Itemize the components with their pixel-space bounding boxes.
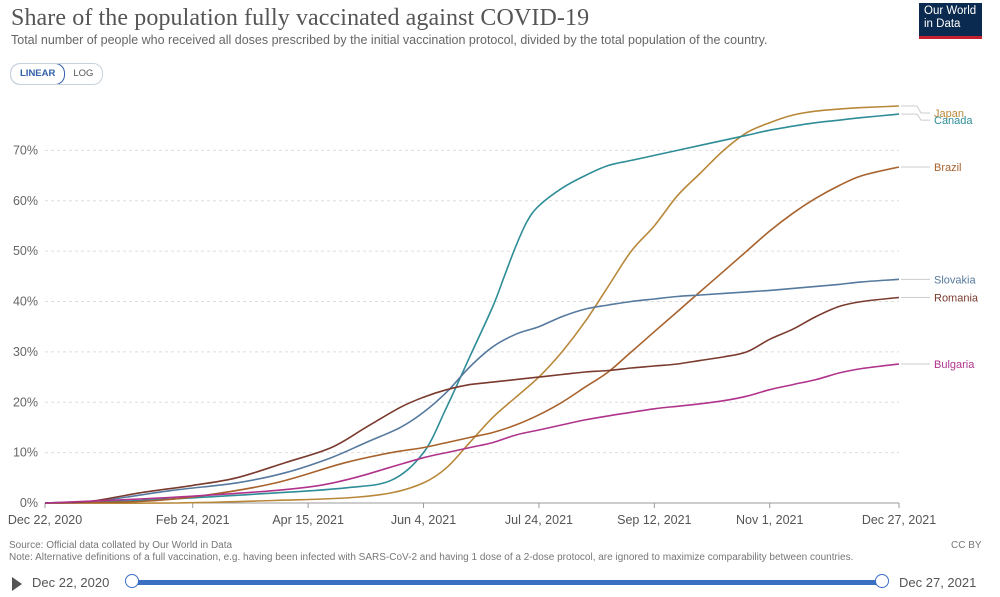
y-tick-label: 20% bbox=[13, 395, 38, 409]
play-icon[interactable] bbox=[12, 577, 22, 591]
legend-leader bbox=[901, 113, 930, 121]
legend-label-japan: Japan bbox=[934, 108, 964, 120]
x-tick-label: Dec 22, 2020 bbox=[8, 513, 82, 527]
x-axis: Dec 22, 2020 Feb 24, 2021 Apr 15, 2021 Jun … bbox=[8, 502, 936, 527]
x-tick-label: Jun 4, 2021 bbox=[391, 513, 456, 527]
timeline: Dec 22, 2020 Dec 27, 2021 bbox=[0, 572, 1000, 596]
series-line-canada bbox=[44, 113, 900, 504]
series-line-bulgaria bbox=[44, 363, 900, 504]
x-tick-label: Jul 24, 2021 bbox=[505, 513, 573, 527]
source-note: Source: Official data collated by Our Wo… bbox=[9, 540, 233, 551]
y-axis: 0% 10% 20% 30% 40% 50% 60% 70% bbox=[13, 143, 38, 510]
timeline-start-label: Dec 22, 2020 bbox=[32, 575, 110, 590]
y-tick-label: 10% bbox=[13, 446, 38, 460]
chart-subtitle: Total number of people who received all … bbox=[11, 33, 768, 47]
log-scale-button[interactable]: LOG bbox=[73, 68, 94, 79]
logo-line2: in Data bbox=[924, 18, 961, 30]
legend-label-bulgaria: Bulgaria bbox=[934, 359, 975, 371]
chart-title: Share of the population fully vaccinated… bbox=[11, 5, 590, 31]
y-tick-label: 60% bbox=[13, 194, 38, 208]
license-link[interactable]: CC BY bbox=[951, 540, 982, 551]
legend-label-canada: Canada bbox=[934, 115, 973, 127]
linear-scale-button[interactable]: LINEAR bbox=[11, 64, 66, 84]
x-tick-label: Nov 1, 2021 bbox=[736, 513, 803, 527]
y-tick-label: 30% bbox=[13, 345, 38, 359]
x-tick-label: Apr 15, 2021 bbox=[272, 513, 344, 527]
series-lines bbox=[44, 105, 900, 504]
x-tick-label: Sep 12, 2021 bbox=[617, 513, 691, 527]
logo-line1: Our World bbox=[924, 5, 977, 17]
grid-lines bbox=[45, 149, 899, 454]
y-tick-label: 70% bbox=[13, 143, 38, 157]
definition-note: Note: Alternative definitions of a full … bbox=[9, 552, 854, 563]
series-line-romania bbox=[44, 296, 900, 504]
timeline-start-handle[interactable] bbox=[125, 574, 139, 588]
series-line-japan bbox=[44, 105, 900, 504]
legend-label-romania: Romania bbox=[934, 292, 979, 304]
owid-logo[interactable]: Our World in Data bbox=[919, 3, 982, 39]
legend-leader bbox=[901, 105, 930, 114]
legend-label-brazil: Brazil bbox=[934, 162, 962, 174]
x-tick-label: Feb 24, 2021 bbox=[156, 513, 230, 527]
line-chart: 0% 10% 20% 30% 40% 50% 60% 70% Dec 22, 2020 Feb … bbox=[8, 105, 979, 527]
timeline-end-label: Dec 27, 2021 bbox=[899, 575, 977, 590]
legend-label-slovakia: Slovakia bbox=[934, 274, 976, 286]
y-tick-label: 0% bbox=[20, 496, 38, 510]
timeline-track[interactable] bbox=[130, 580, 882, 585]
x-tick-label: Dec 27, 2021 bbox=[862, 513, 936, 527]
y-tick-label: 50% bbox=[13, 244, 38, 258]
timeline-end-handle[interactable] bbox=[875, 574, 889, 588]
y-tick-label: 40% bbox=[13, 295, 38, 309]
series-line-slovakia bbox=[44, 278, 900, 504]
series-line-brazil bbox=[44, 166, 900, 504]
scale-toggle: LINEAR LOG bbox=[10, 63, 104, 85]
chart-footer: Source: Official data collated by Our Wo… bbox=[9, 540, 853, 564]
